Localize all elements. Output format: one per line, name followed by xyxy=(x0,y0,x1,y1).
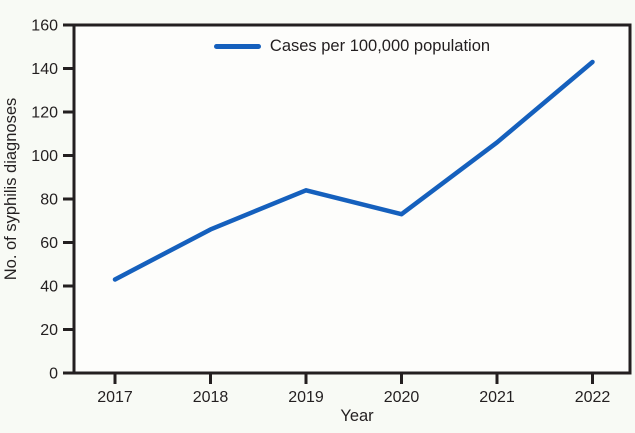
y-tick-label: 40 xyxy=(40,279,58,296)
data-series xyxy=(112,59,595,282)
y-tick-label: 0 xyxy=(49,366,58,383)
axes: 0 20 40 60 80 100 120 140 160 2017 2018 2019 2020 202… xyxy=(31,18,632,406)
plot-border xyxy=(72,23,632,375)
y-tick-label: 20 xyxy=(40,322,58,339)
x-tick-label: 2018 xyxy=(193,389,229,406)
y-tick-label: 160 xyxy=(31,18,58,35)
y-tick-label: 60 xyxy=(40,235,58,252)
y-tick-label: 120 xyxy=(31,105,58,122)
y-tick-label: 80 xyxy=(40,192,58,209)
x-tick-label: 2017 xyxy=(97,389,133,406)
x-tick-label: 2021 xyxy=(479,389,515,406)
x-tick-label: 2022 xyxy=(575,389,611,406)
data-line xyxy=(112,59,595,282)
y-axis-label: No. of syphilis diagnoses xyxy=(2,98,20,281)
x-tick-label: 2020 xyxy=(384,389,420,406)
x-axis-label: Year xyxy=(340,407,374,425)
y-tick-label: 140 xyxy=(31,61,58,78)
x-tick-label: 2019 xyxy=(288,389,324,406)
y-tick-label: 100 xyxy=(31,148,58,165)
